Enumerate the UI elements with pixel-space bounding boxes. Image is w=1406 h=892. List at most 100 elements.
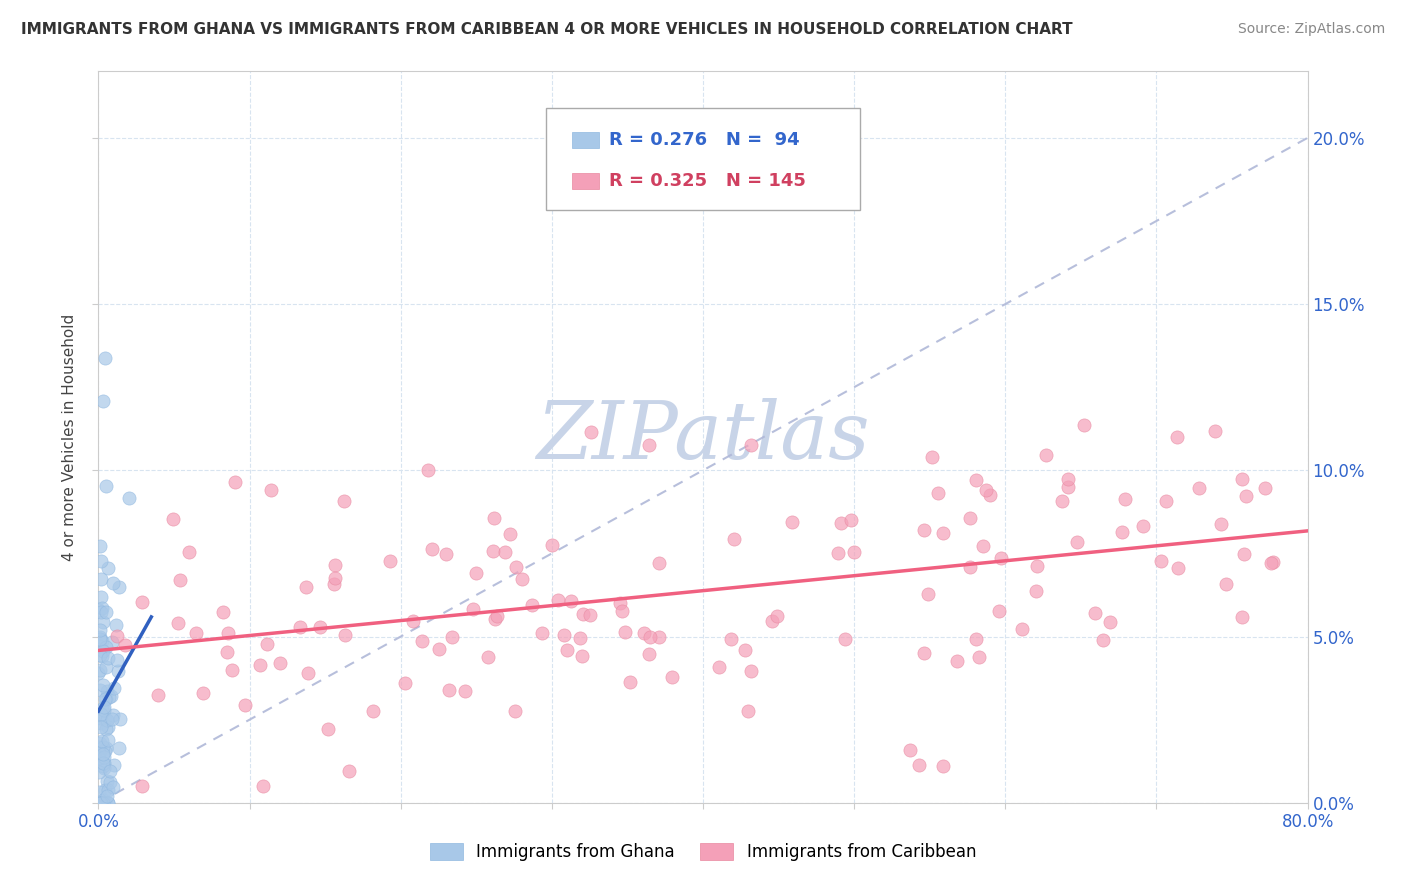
Point	[93, 700, 115, 714]
Point	[555, 643, 578, 657]
Point	[361, 704, 384, 718]
Point	[571, 648, 593, 663]
Point	[477, 650, 499, 665]
Point	[87, 785, 110, 799]
Point	[96, 640, 118, 654]
Point	[486, 608, 509, 623]
Point	[93, 644, 115, 658]
Point	[166, 615, 188, 630]
Point	[1132, 519, 1154, 533]
Point	[337, 764, 360, 779]
Text: IMMIGRANTS FROM GHANA VS IMMIGRANTS FROM CARIBBEAN 4 OR MORE VEHICLES IN HOUSEHO: IMMIGRANTS FROM GHANA VS IMMIGRANTS FROM…	[21, 22, 1073, 37]
Point	[103, 758, 125, 772]
Point	[89, 539, 111, 553]
Point	[734, 643, 756, 657]
Point	[766, 609, 789, 624]
Point	[335, 628, 357, 642]
Point	[89, 796, 111, 810]
Y-axis label: 4 or more Vehicles in Household: 4 or more Vehicles in Household	[62, 313, 77, 561]
Point	[959, 560, 981, 574]
Point	[103, 576, 125, 591]
Point	[494, 545, 516, 559]
Point	[927, 486, 949, 500]
Point	[101, 780, 124, 794]
Point	[96, 789, 118, 804]
Point	[461, 601, 484, 615]
Point	[93, 783, 115, 797]
Point	[637, 438, 659, 452]
Point	[720, 632, 742, 647]
Point	[434, 547, 457, 561]
Point	[90, 605, 112, 619]
Point	[1026, 559, 1049, 574]
Point	[118, 491, 141, 506]
Legend: Immigrants from Ghana, Immigrants from Caribbean: Immigrants from Ghana, Immigrants from C…	[423, 836, 983, 868]
Point	[89, 632, 111, 646]
Point	[1154, 493, 1177, 508]
Point	[740, 438, 762, 452]
Point	[93, 703, 115, 717]
Point	[131, 595, 153, 609]
Point	[510, 572, 533, 586]
Point	[990, 550, 1012, 565]
Point	[90, 711, 112, 725]
Point	[90, 796, 112, 810]
Point	[482, 544, 505, 558]
Point	[427, 642, 450, 657]
Point	[97, 720, 120, 734]
Point	[107, 665, 129, 679]
Point	[1234, 489, 1257, 503]
Point	[91, 747, 114, 761]
Point	[91, 702, 114, 716]
Point	[215, 644, 238, 658]
Point	[191, 686, 214, 700]
Point	[1025, 584, 1047, 599]
Point	[249, 658, 271, 673]
Point	[454, 684, 477, 698]
Point	[402, 614, 425, 628]
Point	[1260, 556, 1282, 570]
Point	[782, 515, 804, 529]
Point	[333, 494, 356, 508]
Point	[614, 625, 637, 640]
Point	[569, 631, 592, 645]
Point	[89, 736, 111, 750]
Point	[211, 606, 233, 620]
Point	[221, 663, 243, 677]
Bar	[572, 132, 599, 148]
Point	[97, 796, 120, 810]
Point	[1050, 494, 1073, 508]
Point	[437, 683, 460, 698]
Point	[420, 542, 443, 557]
Text: R = 0.325   N = 145: R = 0.325 N = 145	[609, 172, 806, 190]
Point	[761, 614, 783, 628]
Point	[94, 692, 117, 706]
Point	[323, 577, 346, 591]
Point	[96, 774, 118, 789]
Point	[503, 705, 526, 719]
Point	[89, 751, 111, 765]
Point	[146, 688, 169, 702]
Point	[89, 663, 111, 677]
Point	[110, 712, 132, 726]
Point	[979, 487, 1001, 501]
Point	[969, 650, 991, 665]
Point	[440, 630, 463, 644]
Point	[921, 450, 943, 465]
Point	[638, 630, 661, 644]
Point	[91, 740, 114, 755]
Point	[94, 723, 117, 737]
Point	[464, 566, 486, 580]
Point	[96, 714, 118, 728]
Point	[90, 633, 112, 648]
Point	[91, 756, 114, 770]
Point	[96, 691, 118, 706]
Point	[105, 618, 128, 632]
Point	[93, 756, 115, 771]
Point	[224, 475, 246, 489]
Point	[609, 595, 631, 609]
Point	[1111, 524, 1133, 539]
Point	[91, 734, 114, 748]
Point	[91, 393, 114, 408]
Bar	[572, 173, 599, 189]
